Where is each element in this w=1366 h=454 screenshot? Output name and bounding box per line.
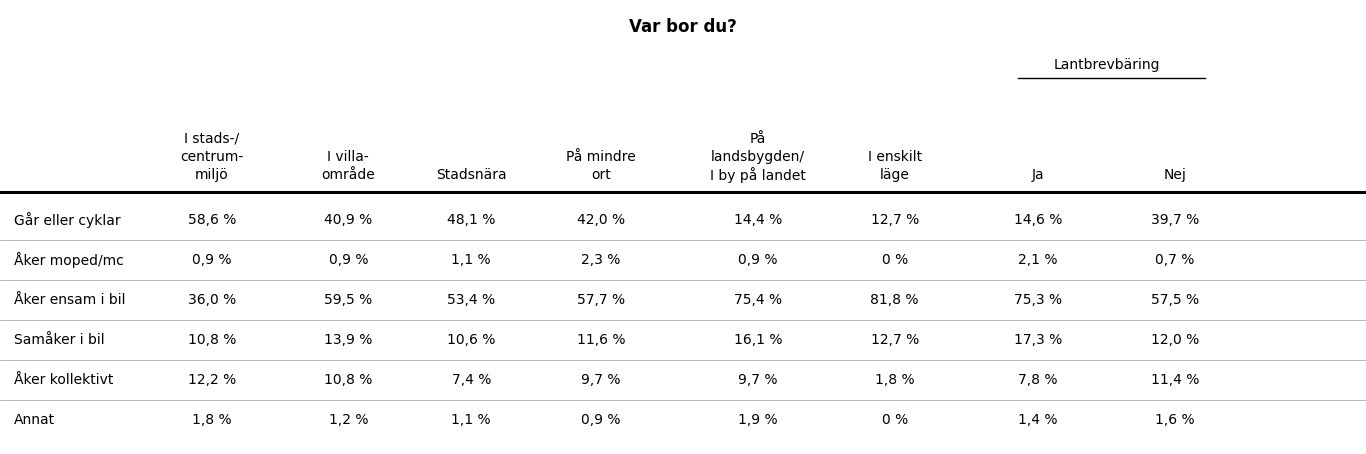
Text: Åker kollektivt: Åker kollektivt — [14, 373, 113, 387]
Text: 2,3 %: 2,3 % — [582, 253, 620, 267]
Text: miljö: miljö — [195, 168, 228, 182]
Text: 81,8 %: 81,8 % — [870, 293, 919, 307]
Text: Lantbrevbäring: Lantbrevbäring — [1053, 58, 1160, 72]
Text: 59,5 %: 59,5 % — [324, 293, 373, 307]
Text: 40,9 %: 40,9 % — [324, 213, 373, 227]
Text: läge: läge — [880, 168, 910, 182]
Text: Stadsnära: Stadsnära — [436, 168, 507, 182]
Text: På mindre: På mindre — [566, 150, 637, 164]
Text: 12,7 %: 12,7 % — [870, 213, 919, 227]
Text: 1,8 %: 1,8 % — [874, 373, 915, 387]
Text: 1,2 %: 1,2 % — [329, 413, 367, 427]
Text: 11,4 %: 11,4 % — [1150, 373, 1199, 387]
Text: 16,1 %: 16,1 % — [734, 333, 783, 347]
Text: I enskilt: I enskilt — [867, 150, 922, 164]
Text: 39,7 %: 39,7 % — [1150, 213, 1199, 227]
Text: 57,5 %: 57,5 % — [1150, 293, 1199, 307]
Text: I stads-/: I stads-/ — [184, 132, 239, 146]
Text: 14,6 %: 14,6 % — [1014, 213, 1063, 227]
Text: 12,2 %: 12,2 % — [187, 373, 236, 387]
Text: 1,8 %: 1,8 % — [191, 413, 232, 427]
Text: Går eller cyklar: Går eller cyklar — [14, 212, 120, 228]
Text: 17,3 %: 17,3 % — [1014, 333, 1063, 347]
Text: 1,9 %: 1,9 % — [738, 413, 779, 427]
Text: 14,4 %: 14,4 % — [734, 213, 783, 227]
Text: 42,0 %: 42,0 % — [576, 213, 626, 227]
Text: ort: ort — [591, 168, 611, 182]
Text: 7,8 %: 7,8 % — [1019, 373, 1057, 387]
Text: I by på landet: I by på landet — [710, 167, 806, 183]
Text: 75,4 %: 75,4 % — [734, 293, 783, 307]
Text: Var bor du?: Var bor du? — [630, 18, 736, 36]
Text: 13,9 %: 13,9 % — [324, 333, 373, 347]
Text: 0,9 %: 0,9 % — [582, 413, 620, 427]
Text: 53,4 %: 53,4 % — [447, 293, 496, 307]
Text: 10,8 %: 10,8 % — [324, 373, 373, 387]
Text: 1,1 %: 1,1 % — [451, 413, 492, 427]
Text: 10,8 %: 10,8 % — [187, 333, 236, 347]
Text: 12,7 %: 12,7 % — [870, 333, 919, 347]
Text: Nej: Nej — [1164, 168, 1186, 182]
Text: 9,7 %: 9,7 % — [739, 373, 777, 387]
Text: 0,9 %: 0,9 % — [739, 253, 777, 267]
Text: 1,1 %: 1,1 % — [451, 253, 492, 267]
Text: Annat: Annat — [14, 413, 55, 427]
Text: 48,1 %: 48,1 % — [447, 213, 496, 227]
Text: centrum-: centrum- — [180, 150, 243, 164]
Text: 9,7 %: 9,7 % — [582, 373, 620, 387]
Text: 57,7 %: 57,7 % — [576, 293, 626, 307]
Text: 12,0 %: 12,0 % — [1150, 333, 1199, 347]
Text: Samåker i bil: Samåker i bil — [14, 333, 104, 347]
Text: 10,6 %: 10,6 % — [447, 333, 496, 347]
Text: 7,4 %: 7,4 % — [452, 373, 490, 387]
Text: område: område — [321, 168, 376, 182]
Text: 58,6 %: 58,6 % — [187, 213, 236, 227]
Text: 1,4 %: 1,4 % — [1019, 413, 1057, 427]
Text: 36,0 %: 36,0 % — [187, 293, 236, 307]
Text: landsbygden/: landsbygden/ — [712, 150, 805, 164]
Text: 75,3 %: 75,3 % — [1014, 293, 1063, 307]
Text: Åker ensam i bil: Åker ensam i bil — [14, 293, 126, 307]
Text: 0,9 %: 0,9 % — [329, 253, 367, 267]
Text: 0,7 %: 0,7 % — [1156, 253, 1194, 267]
Text: På: På — [750, 132, 766, 146]
Text: Ja: Ja — [1031, 168, 1045, 182]
Text: 2,1 %: 2,1 % — [1019, 253, 1057, 267]
Text: 1,6 %: 1,6 % — [1154, 413, 1195, 427]
Text: 11,6 %: 11,6 % — [576, 333, 626, 347]
Text: 0,9 %: 0,9 % — [193, 253, 231, 267]
Text: 0 %: 0 % — [881, 413, 908, 427]
Text: I villa-: I villa- — [328, 150, 369, 164]
Text: Åker moped/mc: Åker moped/mc — [14, 252, 123, 268]
Text: 0 %: 0 % — [881, 253, 908, 267]
